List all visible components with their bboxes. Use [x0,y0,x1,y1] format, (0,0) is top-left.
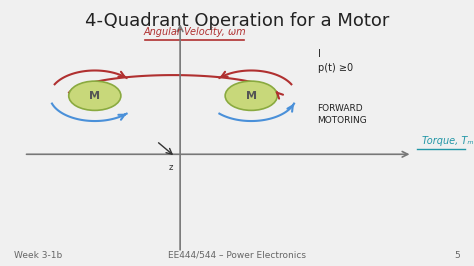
Text: EE444/544 – Power Electronics: EE444/544 – Power Electronics [168,251,306,260]
Text: M: M [246,91,257,101]
Text: 5: 5 [454,251,460,260]
Text: Week 3-1b: Week 3-1b [14,251,63,260]
Text: Torque, Tₘ: Torque, Tₘ [422,136,474,146]
Text: Angular Velocity, ωm: Angular Velocity, ωm [143,27,246,37]
Circle shape [69,81,121,110]
Text: z: z [168,163,173,172]
Text: I
p(t) ≥0: I p(t) ≥0 [318,49,353,73]
Text: M: M [89,91,100,101]
Text: FORWARD
MOTORING: FORWARD MOTORING [318,104,367,125]
Circle shape [225,81,277,110]
Text: 4-Quadrant Operation for a Motor: 4-Quadrant Operation for a Motor [85,12,389,30]
